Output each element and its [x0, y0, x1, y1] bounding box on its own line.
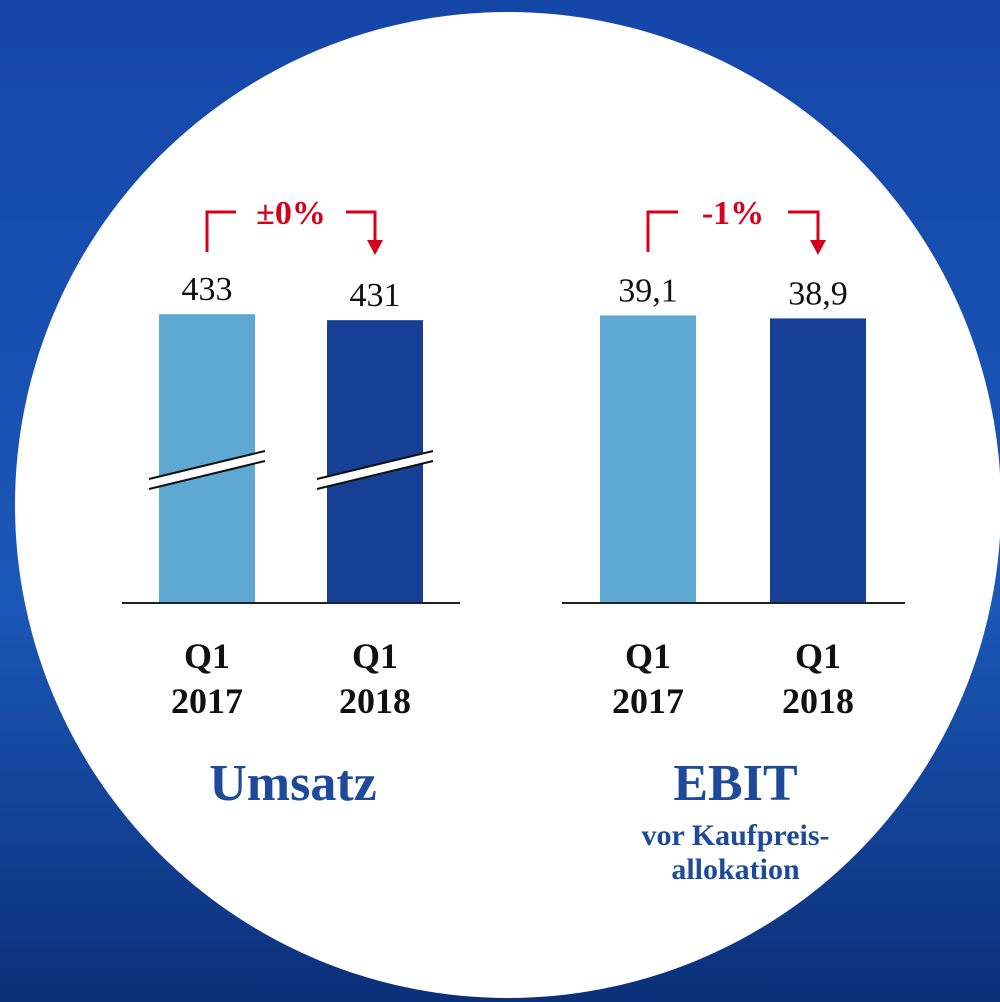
x-tick-label: Q1: [184, 636, 230, 676]
chart-subtitle: vor Kaufpreis-: [641, 819, 829, 852]
x-tick-label: 2018: [339, 681, 411, 721]
x-tick-label: 2017: [612, 681, 684, 721]
x-tick-label: Q1: [795, 636, 841, 676]
change-label: -1%: [702, 195, 764, 232]
value-label: 39,1: [618, 272, 678, 309]
bar: [600, 315, 696, 603]
chart-subtitle: allokation: [671, 853, 800, 886]
chart: 433 Q1 2017 431 Q1 2018 ±0% Umsatz 39,1 Q1 2017 38,…: [0, 0, 1000, 1002]
x-tick-label: Q1: [625, 636, 671, 676]
x-tick-label: 2017: [171, 681, 243, 721]
value-label: 431: [350, 277, 401, 314]
x-tick-label: Q1: [352, 636, 398, 676]
chart-title: EBIT: [673, 755, 797, 812]
bar: [770, 318, 866, 603]
value-label: 433: [182, 271, 233, 308]
chart-title: Umsatz: [209, 755, 377, 812]
page: 433 Q1 2017 431 Q1 2018 ±0% Umsatz 39,1 Q1 2017 38,…: [0, 0, 1000, 1002]
value-label: 38,9: [788, 275, 848, 312]
change-label: ±0%: [256, 195, 326, 232]
x-tick-label: 2018: [782, 681, 854, 721]
